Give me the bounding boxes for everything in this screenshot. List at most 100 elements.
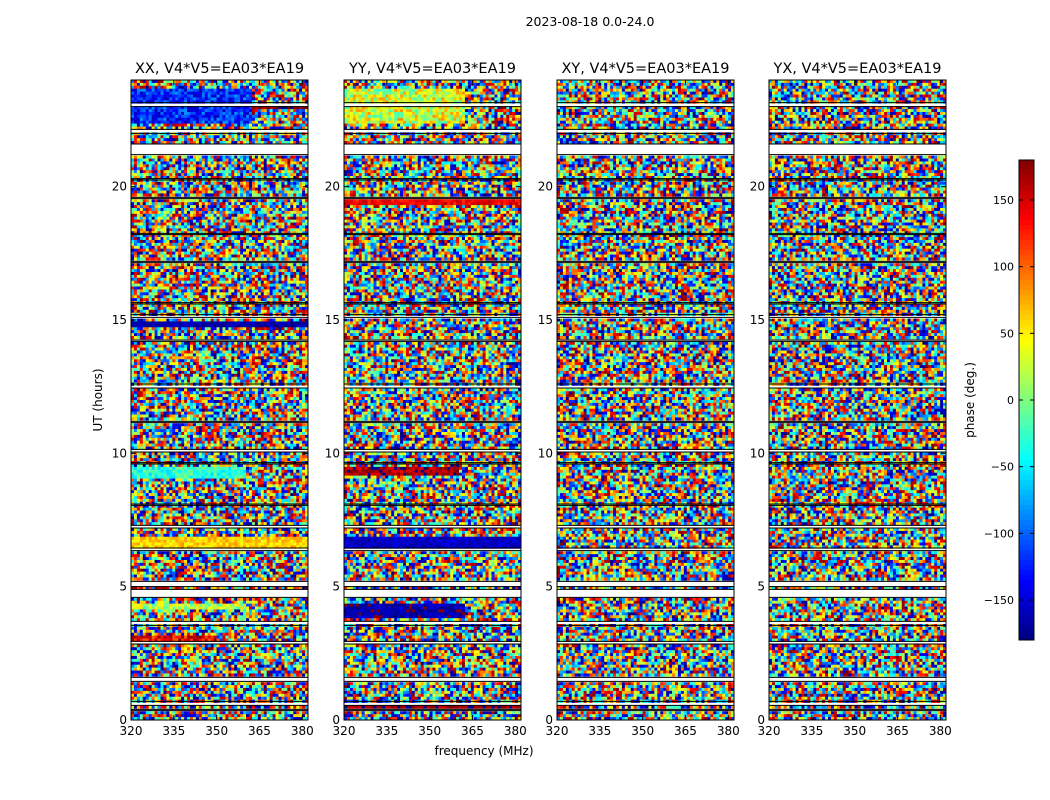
heatmap-cell <box>213 80 217 84</box>
heatmap-cell <box>139 155 144 159</box>
heatmap-cell <box>266 199 270 203</box>
heatmap-cell <box>157 280 161 284</box>
heatmap-cell <box>296 164 300 168</box>
heatmap-cell <box>178 237 182 241</box>
heatmap-cell <box>293 219 297 223</box>
heatmap-cell <box>139 283 144 287</box>
heatmap-cell <box>284 199 288 203</box>
heatmap-cell <box>240 112 244 116</box>
heatmap-cell <box>210 341 214 346</box>
heatmap-cell <box>284 292 288 296</box>
heatmap-cell <box>178 341 182 346</box>
heatmap-cell <box>225 228 229 232</box>
heatmap-cell <box>266 190 270 194</box>
heatmap-cell <box>136 161 141 165</box>
heatmap-cell <box>249 216 253 220</box>
heatmap-cell <box>305 187 309 191</box>
heatmap-cell <box>133 176 138 180</box>
heatmap-cell <box>260 161 265 165</box>
heatmap-cell <box>157 117 161 122</box>
heatmap-cell <box>275 91 279 95</box>
heatmap-cell <box>204 272 209 276</box>
heatmap-cell <box>222 321 226 325</box>
heatmap-cell <box>195 272 200 276</box>
heatmap-cell <box>275 318 279 322</box>
heatmap-cell <box>178 274 182 279</box>
heatmap-cell <box>219 82 223 87</box>
heatmap-cell <box>175 184 179 188</box>
heatmap-cell <box>166 91 170 95</box>
heatmap-cell <box>290 228 294 232</box>
heatmap-cell <box>172 178 176 183</box>
heatmap-cell <box>207 321 211 325</box>
heatmap-cell <box>184 222 188 226</box>
heatmap-cell <box>192 126 197 130</box>
heatmap-cell <box>133 344 138 348</box>
heatmap-cell <box>228 306 232 311</box>
heatmap-cell <box>266 269 270 273</box>
heatmap-cell <box>254 272 259 276</box>
heatmap-cell <box>148 106 152 110</box>
heatmap-cell <box>293 330 297 334</box>
heatmap-cell <box>207 80 211 84</box>
heatmap-cell <box>219 333 223 337</box>
heatmap-cell <box>269 88 273 92</box>
heatmap-cell <box>234 213 238 218</box>
heatmap-cell <box>175 213 179 218</box>
heatmap-cell <box>269 85 273 90</box>
heatmap-cell <box>172 292 176 296</box>
heatmap-cell <box>266 181 270 186</box>
heatmap-cell <box>299 176 303 180</box>
heatmap-cell <box>269 341 273 346</box>
heatmap-cell <box>254 184 259 188</box>
heatmap-cell <box>225 219 229 223</box>
heatmap-cell <box>207 132 211 136</box>
heatmap-cell <box>246 199 250 203</box>
heatmap-cell <box>234 164 238 168</box>
heatmap-cell <box>237 114 241 119</box>
heatmap-cell <box>222 277 226 282</box>
heatmap-cell <box>290 251 294 255</box>
heatmap-cell <box>251 333 256 337</box>
heatmap-cell <box>151 210 155 215</box>
heatmap-cell <box>225 251 229 255</box>
heatmap-cell <box>210 85 214 90</box>
heatmap-cell <box>204 205 209 209</box>
heatmap-cell <box>154 263 158 267</box>
heatmap-cell <box>234 117 238 122</box>
heatmap-cell <box>154 336 158 340</box>
heatmap-cell <box>131 228 135 232</box>
heatmap-cell <box>231 306 235 311</box>
heatmap-cell <box>172 161 176 165</box>
heatmap-cell <box>131 190 135 194</box>
heatmap-cell <box>195 277 200 282</box>
heatmap-cell <box>254 91 259 95</box>
heatmap-cell <box>163 88 167 92</box>
heatmap-cell <box>184 210 188 215</box>
heatmap-cell <box>160 94 164 98</box>
heatmap-cell <box>249 85 253 90</box>
heatmap-cell <box>249 269 253 273</box>
heatmap-cell <box>210 155 214 159</box>
heatmap-cell <box>145 298 150 302</box>
heatmap-cell <box>195 216 200 220</box>
heatmap-cell <box>254 228 259 232</box>
heatmap-cell <box>184 298 188 302</box>
heatmap-cell <box>240 234 244 238</box>
heatmap-cell <box>166 80 170 84</box>
heatmap-cell <box>243 210 247 215</box>
heatmap-cell <box>142 82 147 87</box>
heatmap-cell <box>198 257 203 261</box>
heatmap-cell <box>260 309 265 314</box>
heatmap-cell <box>133 94 138 98</box>
heatmap-cell <box>136 213 141 218</box>
heatmap-cell <box>293 269 297 273</box>
heatmap-cell <box>287 158 291 162</box>
heatmap-cell <box>139 266 144 270</box>
heatmap-cell <box>157 277 161 282</box>
heatmap-cell <box>293 304 297 308</box>
heatmap-cell <box>278 324 282 328</box>
heatmap-cell <box>231 263 235 267</box>
heatmap-cell <box>290 199 294 203</box>
heatmap-cell <box>195 161 200 165</box>
